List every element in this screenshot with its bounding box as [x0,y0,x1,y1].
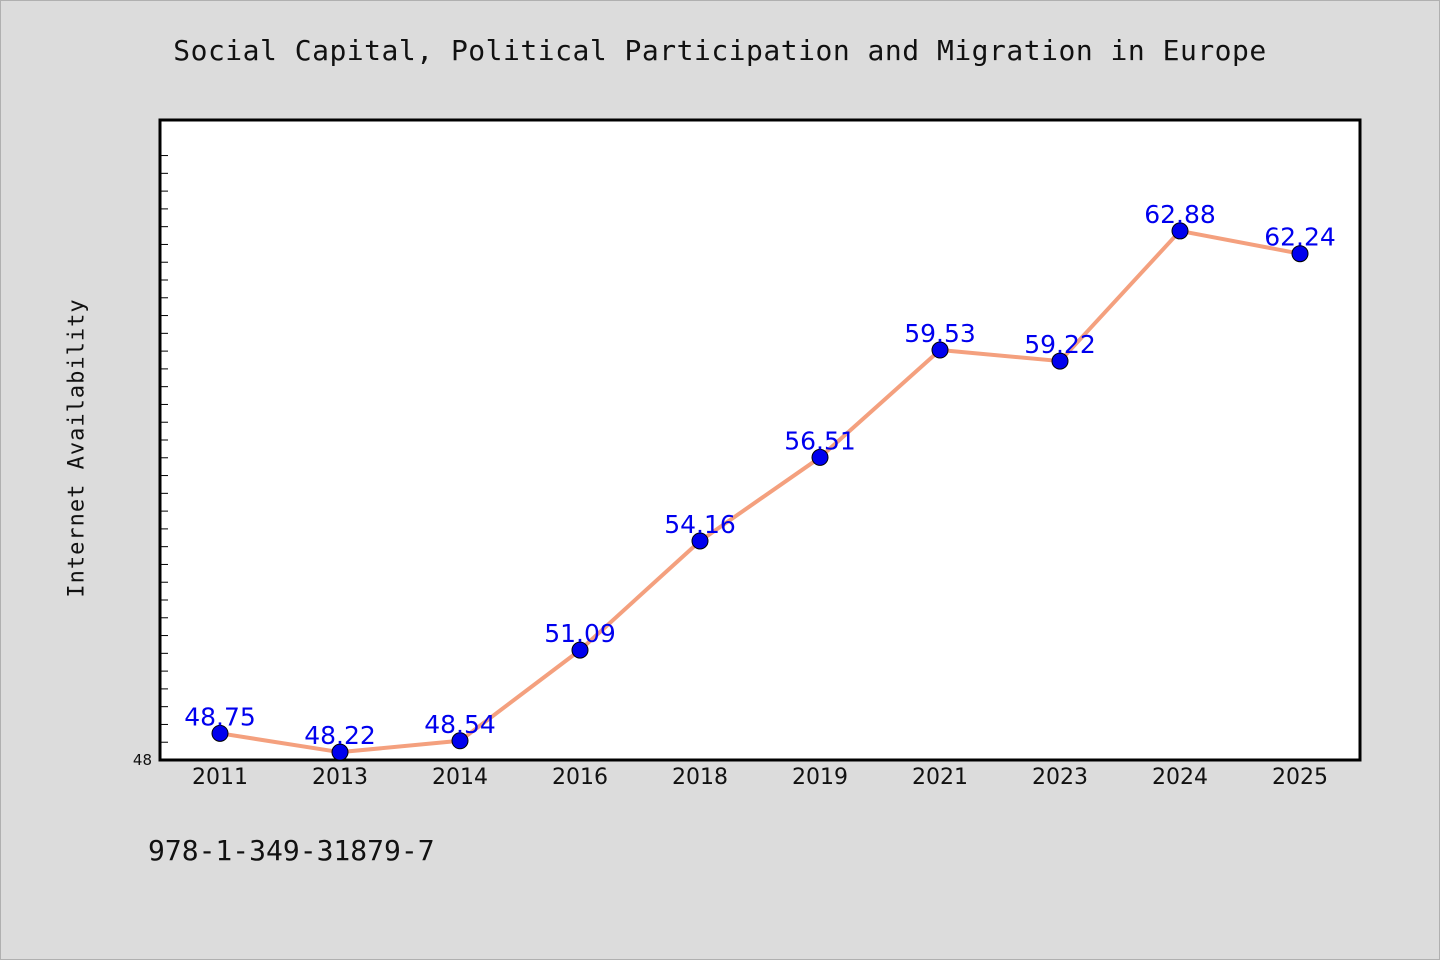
x-tick-label: 2025 [1272,765,1328,790]
data-label: 59.53 [904,319,976,348]
x-tick-label: 2011 [192,765,248,790]
data-point [571,641,589,659]
y-tick-label: 48 [133,751,152,769]
data-markers [211,222,1309,761]
data-point [331,743,349,761]
data-label: 48.54 [424,710,496,739]
data-labels: 48.75 48.22 48.54 51.09 54.16 56.51 59.53 59.22… [184,200,1336,750]
series-line [218,228,1302,755]
x-tick-label: 2018 [672,765,728,790]
x-tick-label: 2024 [1152,765,1208,790]
data-label: 62.24 [1264,223,1336,252]
data-point [1171,222,1189,240]
x-tick-label: 2023 [1032,765,1088,790]
data-label: 51.09 [544,619,616,648]
data-point [211,724,229,742]
x-tick-label: 2021 [912,765,968,790]
data-label: 48.22 [304,721,376,750]
data-point [691,532,709,550]
x-tick-label: 2013 [312,765,368,790]
data-label: 59.22 [1024,330,1096,359]
x-tick-label: 2016 [552,765,608,790]
data-point [811,448,829,466]
data-label: 56.51 [784,426,856,455]
data-label: 62.88 [1144,200,1216,229]
data-point [1291,245,1309,263]
data-point [451,732,469,750]
y-axis-ticks [160,155,168,761]
data-label: 48.75 [184,702,256,731]
x-axis-tick-labels: 2011 2013 2014 2016 2018 2019 2021 2023 2024 2025 [192,765,1328,790]
plot-area [158,118,1362,762]
data-point [931,341,949,359]
data-label: 54.16 [664,510,736,539]
footnote: 978-1-349-31879-7 [148,834,435,867]
chart-title: Social Capital, Political Participation … [173,34,1267,67]
x-tick-label: 2019 [792,765,848,790]
x-tick-label: 2014 [432,765,488,790]
data-point [1051,352,1069,370]
